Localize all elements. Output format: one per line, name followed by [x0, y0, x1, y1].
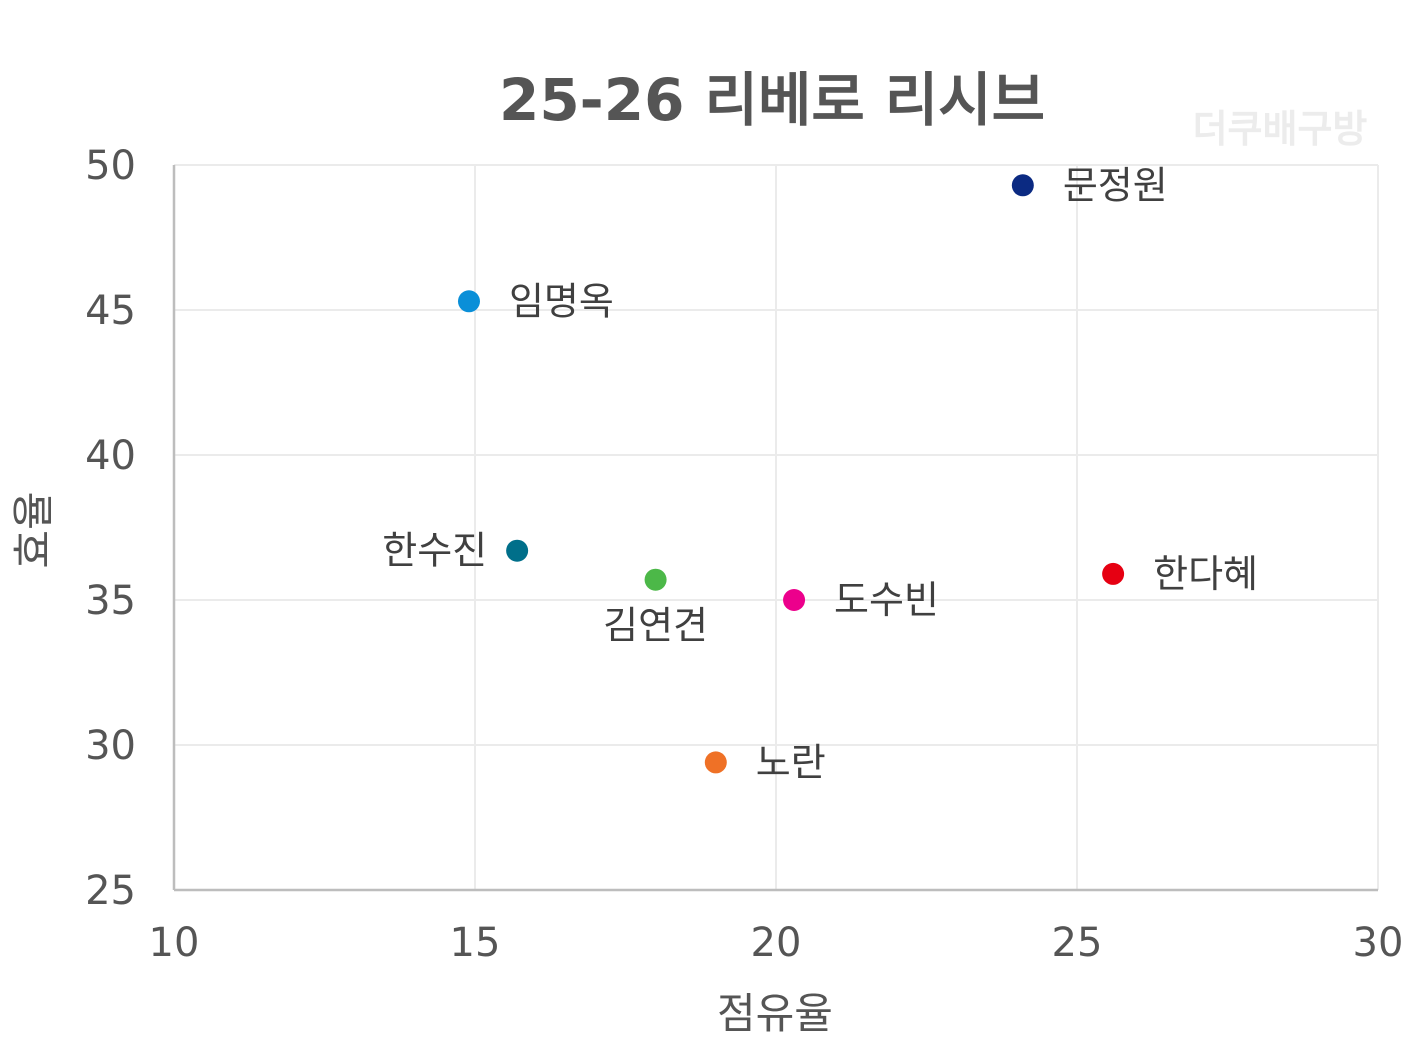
scatter-point	[644, 568, 667, 591]
y-tick-label: 25	[85, 868, 136, 914]
grid-lines	[174, 164, 1379, 890]
y-tick-label: 50	[85, 143, 136, 189]
point-label: 문정원	[1063, 163, 1168, 207]
point-label: 한수진	[382, 529, 487, 573]
x-tick-label: 20	[751, 920, 802, 966]
y-tick-label: 40	[85, 433, 136, 479]
point-label: 김연견	[603, 604, 708, 648]
scatter-point	[506, 539, 529, 562]
scatter-point	[1102, 562, 1125, 585]
y-axis-ticks: 25 30 35 40 45 50	[85, 143, 136, 914]
scatter-point	[457, 290, 480, 313]
chart-title: 25-26 리베로 리시브	[499, 66, 1045, 134]
axes	[172, 165, 1378, 892]
x-tick-label: 30	[1353, 920, 1404, 966]
x-tick-label: 10	[149, 920, 200, 966]
point-label: 한다혜	[1153, 552, 1258, 596]
y-tick-label: 30	[85, 723, 136, 769]
point-label: 도수빈	[834, 578, 939, 622]
scatter-point	[783, 589, 806, 611]
x-axis-title: 점유율	[717, 989, 833, 1038]
y-axis-title: 효율	[9, 491, 58, 568]
scatter-point	[1011, 174, 1034, 197]
point-label: 노란	[756, 740, 826, 784]
y-tick-label: 45	[85, 288, 136, 334]
y-tick-label: 35	[85, 578, 136, 624]
watermark-text: 더쿠배구방	[1193, 107, 1368, 151]
scatter-point	[704, 751, 727, 774]
x-tick-label: 15	[450, 920, 501, 966]
x-tick-label: 25	[1052, 920, 1103, 966]
x-axis-ticks: 10 15 20 25 30	[149, 920, 1404, 966]
point-label: 임명옥	[509, 279, 614, 323]
